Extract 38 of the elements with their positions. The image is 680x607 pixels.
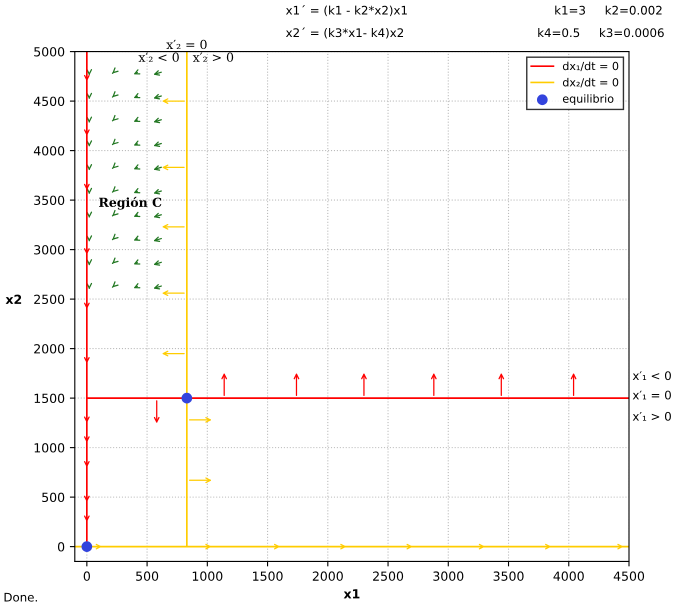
x-tick-label: 1000 <box>192 571 222 581</box>
x-axis-title: x1 <box>344 589 360 598</box>
y-tick-label: 0 <box>58 542 64 552</box>
y-tick-label: 2000 <box>34 344 64 354</box>
y-tick-label: 3000 <box>34 245 64 255</box>
y-tick-label: 1500 <box>34 394 64 404</box>
annotation: x′₂ < 0 <box>138 52 179 62</box>
legend-label: equilibrio <box>562 94 614 105</box>
text: x′₁ > 0 <box>632 412 671 421</box>
x-tick-label: 0 <box>84 571 90 581</box>
x-tick-label: 2500 <box>373 571 404 581</box>
y-tick-label: 2500 <box>34 294 64 304</box>
y-axis-title: x2 <box>6 294 22 304</box>
text: x′₁ < 0 <box>632 371 671 380</box>
x-tick-label: 1500 <box>253 571 283 581</box>
y-tick-label: 500 <box>42 492 64 502</box>
x-tick-label: 4500 <box>614 571 644 581</box>
annotation: x′₂ > 0 <box>192 52 234 62</box>
y-tick-label: 1000 <box>34 443 64 453</box>
annotation: Región C <box>99 196 162 210</box>
y-tick-label: 5000 <box>34 47 64 57</box>
x-tick-label: 500 <box>136 571 158 581</box>
text: k4=0.5 k3=0.0006 <box>538 28 664 38</box>
text: Done. <box>4 592 37 602</box>
y-tick-label: 4500 <box>34 96 64 106</box>
text: k1=3 k2=0.002 <box>555 6 662 15</box>
legend-label: dx₁/dt = 0 <box>562 62 618 72</box>
y-tick-label: 3500 <box>34 196 64 206</box>
text: x1´ = (k1 - k2*x2)x1 <box>286 5 407 16</box>
annotation: x′₂ = 0 <box>166 40 207 50</box>
text: x2´ = (k3*x1- k4)x2 <box>286 28 404 39</box>
x-tick-label: 3500 <box>494 571 524 581</box>
text: x′₁ = 0 <box>632 390 671 400</box>
x-tick-label: 2000 <box>312 571 343 581</box>
legend-label: dx₂/dt = 0 <box>562 78 618 88</box>
y-tick-label: 4000 <box>34 146 64 156</box>
x-tick-label: 4000 <box>553 571 584 581</box>
x-tick-label: 3000 <box>433 571 464 581</box>
